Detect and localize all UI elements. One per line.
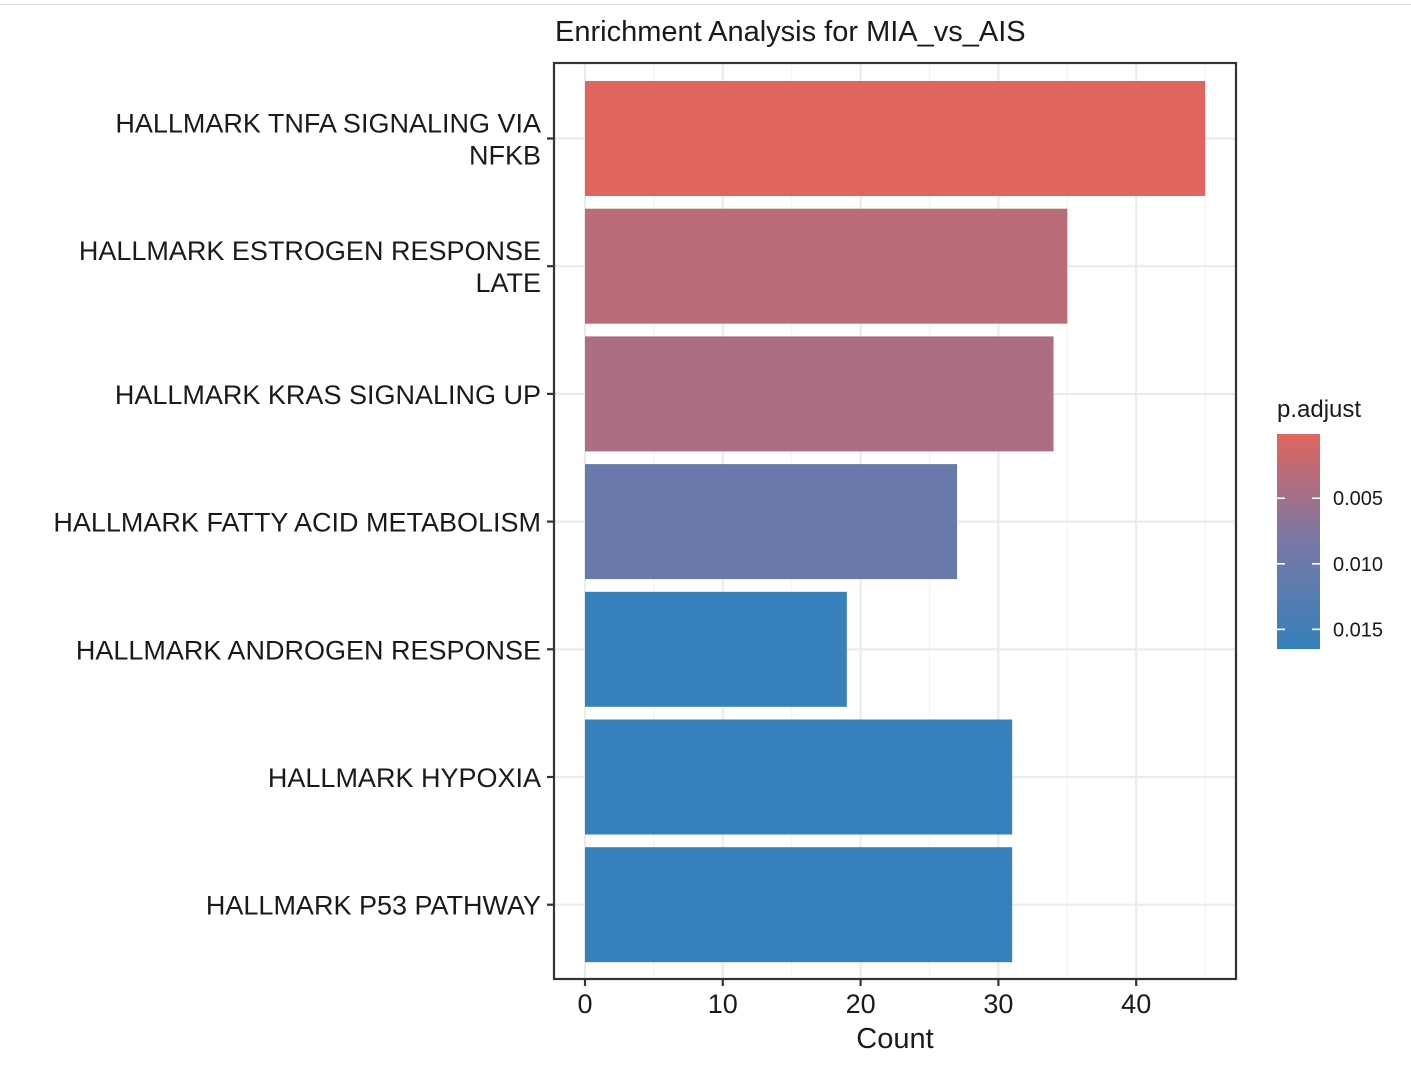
bar: [585, 336, 1054, 452]
x-tick-label: 10: [708, 989, 738, 1019]
category-label: HALLMARK HYPOXIA: [268, 763, 541, 793]
category-label: HALLMARK P53 PATHWAY: [206, 891, 541, 921]
legend-colorbar: [1277, 434, 1320, 649]
legend-tick-label: 0.005: [1333, 488, 1383, 510]
category-label-line: HALLMARK HYPOXIA: [268, 763, 541, 793]
legend-ticks: 0.005 0.010 0.015: [1277, 488, 1383, 641]
category-label-line: HALLMARK TNFA SIGNALING VIA: [115, 109, 541, 139]
category-label-line: HALLMARK KRAS SIGNALING UP: [115, 380, 541, 410]
legend: p.adjust 0.005 0.010 0.015: [1277, 396, 1383, 649]
category-label-line: NFKB: [469, 141, 541, 171]
bar: [585, 81, 1206, 196]
category-label-line: HALLMARK ANDROGEN RESPONSE: [76, 635, 541, 665]
legend-title: p.adjust: [1277, 396, 1361, 423]
category-label-line: HALLMARK ESTROGEN RESPONSE: [79, 236, 541, 266]
legend-tick-label: 0.015: [1333, 619, 1383, 641]
chart-title: Enrichment Analysis for MIA_vs_AIS: [555, 16, 1026, 48]
category-label: HALLMARK KRAS SIGNALING UP: [115, 380, 541, 410]
category-label: HALLMARK TNFA SIGNALING VIA NFKB: [115, 109, 541, 171]
x-tick-label: 0: [577, 989, 592, 1019]
category-label-line: HALLMARK FATTY ACID METABOLISM: [53, 508, 541, 538]
category-label-line: LATE: [475, 268, 541, 298]
y-axis: HALLMARK TNFA SIGNALING VIA NFKBHALLMARK …: [53, 109, 554, 921]
x-tick-label: 30: [983, 989, 1013, 1019]
category-label: HALLMARK ESTROGEN RESPONSE LATE: [79, 236, 541, 298]
bars: [585, 81, 1206, 963]
bar: [585, 464, 958, 580]
bar: [585, 208, 1068, 324]
bar: [585, 591, 847, 707]
legend-tick-label: 0.010: [1333, 554, 1383, 576]
category-label: HALLMARK ANDROGEN RESPONSE: [76, 635, 541, 665]
x-axis: 0 10 20 30 40: [577, 979, 1151, 1019]
bar: [585, 719, 1013, 835]
x-axis-label: Count: [856, 1023, 933, 1055]
category-label-line: HALLMARK P53 PATHWAY: [206, 891, 541, 921]
bar: [585, 847, 1013, 963]
category-label: HALLMARK FATTY ACID METABOLISM: [53, 508, 541, 538]
x-tick-label: 40: [1121, 989, 1151, 1019]
x-tick-label: 20: [846, 989, 876, 1019]
top-rule: [0, 4, 1411, 5]
